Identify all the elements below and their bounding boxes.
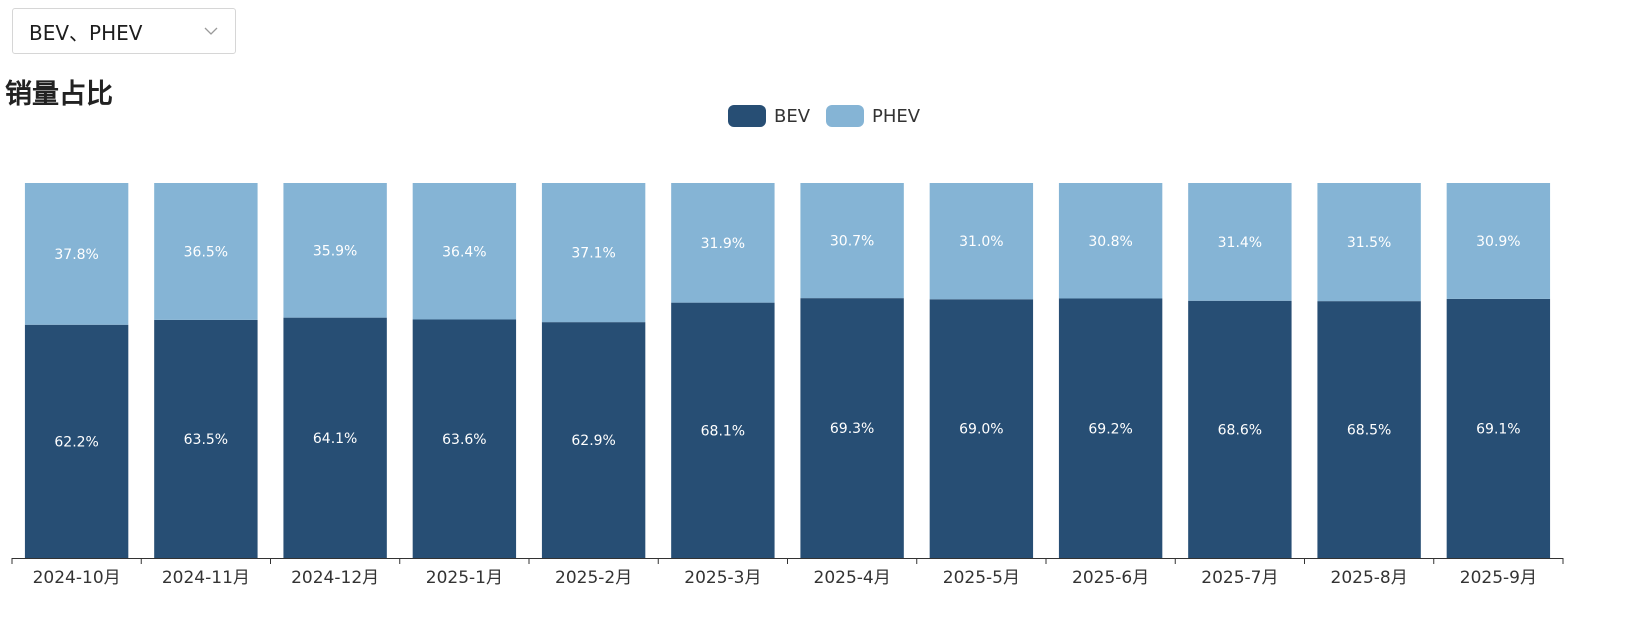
x-tick-label: 2025-3月: [684, 568, 761, 588]
data-label-bev-11: 69.1%: [1476, 421, 1520, 437]
data-label-phev-3: 36.4%: [442, 244, 486, 260]
x-tick-label: 2024-11月: [162, 568, 250, 588]
data-label-phev-7: 31.0%: [959, 234, 1003, 250]
bar-bev-11[interactable]: [1446, 298, 1551, 559]
data-label-bev-0: 62.2%: [54, 434, 98, 450]
data-label-phev-6: 30.7%: [830, 234, 874, 250]
bar-phev-10[interactable]: [1317, 183, 1421, 302]
bar-phev-5[interactable]: [671, 183, 775, 303]
bar-bev-6[interactable]: [800, 298, 904, 559]
legend-label-phev: PHEV: [872, 105, 921, 127]
bar-phev-0[interactable]: [24, 183, 129, 325]
bar-bev-5[interactable]: [671, 302, 775, 559]
bar-phev-6[interactable]: [800, 183, 904, 299]
data-label-bev-4: 62.9%: [571, 433, 615, 449]
bar-phev-2[interactable]: [283, 183, 387, 318]
legend-label-bev: BEV: [774, 105, 811, 127]
bar-bev-3[interactable]: [412, 319, 517, 559]
data-label-phev-2: 35.9%: [313, 243, 357, 259]
x-tick-label: 2025-6月: [1072, 568, 1149, 588]
x-tick-label: 2025-8月: [1331, 568, 1408, 588]
x-tick-label: 2025-5月: [943, 568, 1020, 588]
bar-phev-8[interactable]: [1058, 183, 1163, 299]
bar-bev-4[interactable]: [541, 322, 646, 559]
x-tick-label: 2025-9月: [1460, 568, 1537, 588]
data-label-phev-5: 31.9%: [701, 236, 745, 252]
data-label-bev-8: 69.2%: [1088, 421, 1132, 437]
data-label-bev-3: 63.6%: [442, 432, 486, 448]
bar-bev-1[interactable]: [154, 319, 258, 559]
bar-phev-4[interactable]: [541, 183, 646, 323]
data-label-bev-7: 69.0%: [959, 422, 1003, 438]
bar-bev-2[interactable]: [283, 317, 387, 559]
bar-phev-9[interactable]: [1188, 183, 1292, 301]
chart-legend: BEV PHEV: [728, 105, 920, 127]
data-label-phev-8: 30.8%: [1088, 234, 1132, 250]
x-tick-label: 2025-7月: [1201, 568, 1278, 588]
bar-bev-10[interactable]: [1317, 301, 1421, 559]
legend-item-phev[interactable]: PHEV: [826, 105, 920, 127]
data-label-bev-5: 68.1%: [701, 423, 745, 439]
data-label-phev-0: 37.8%: [54, 247, 98, 263]
data-label-bev-6: 69.3%: [830, 421, 874, 437]
legend-swatch-bev: [728, 105, 766, 127]
data-label-bev-10: 68.5%: [1347, 423, 1391, 439]
bar-phev-3[interactable]: [412, 183, 517, 320]
bar-bev-9[interactable]: [1188, 300, 1292, 558]
bar-bev-7[interactable]: [929, 299, 1034, 558]
x-tick-label: 2024-10月: [33, 568, 121, 588]
series-filter-value: BEV、PHEV: [29, 20, 143, 45]
data-label-phev-11: 30.9%: [1476, 234, 1520, 250]
x-tick-label: 2025-4月: [814, 568, 891, 588]
data-label-bev-2: 64.1%: [313, 431, 357, 447]
data-label-bev-9: 68.6%: [1218, 422, 1262, 438]
x-tick-label: 2025-2月: [555, 568, 632, 588]
chevron-down-icon: [204, 27, 218, 35]
chart-title: 销量占比: [5, 79, 113, 110]
legend-swatch-phev: [826, 105, 865, 127]
data-label-phev-1: 36.5%: [184, 244, 228, 260]
data-label-phev-10: 31.5%: [1347, 235, 1391, 251]
data-label-phev-4: 37.1%: [571, 246, 615, 262]
bar-bev-0[interactable]: [24, 324, 129, 558]
legend-item-bev[interactable]: BEV: [728, 105, 810, 127]
bar-bev-8[interactable]: [1058, 298, 1163, 559]
x-tick-label: 2024-12月: [291, 568, 379, 588]
x-tick-label: 2025-1月: [426, 568, 503, 588]
data-label-bev-1: 63.5%: [184, 432, 228, 448]
bar-phev-11[interactable]: [1446, 183, 1551, 299]
data-label-phev-9: 31.4%: [1218, 235, 1262, 251]
bar-phev-7[interactable]: [929, 183, 1034, 300]
series-filter-select[interactable]: BEV、PHEV: [12, 8, 236, 54]
bar-phev-1[interactable]: [154, 183, 258, 320]
